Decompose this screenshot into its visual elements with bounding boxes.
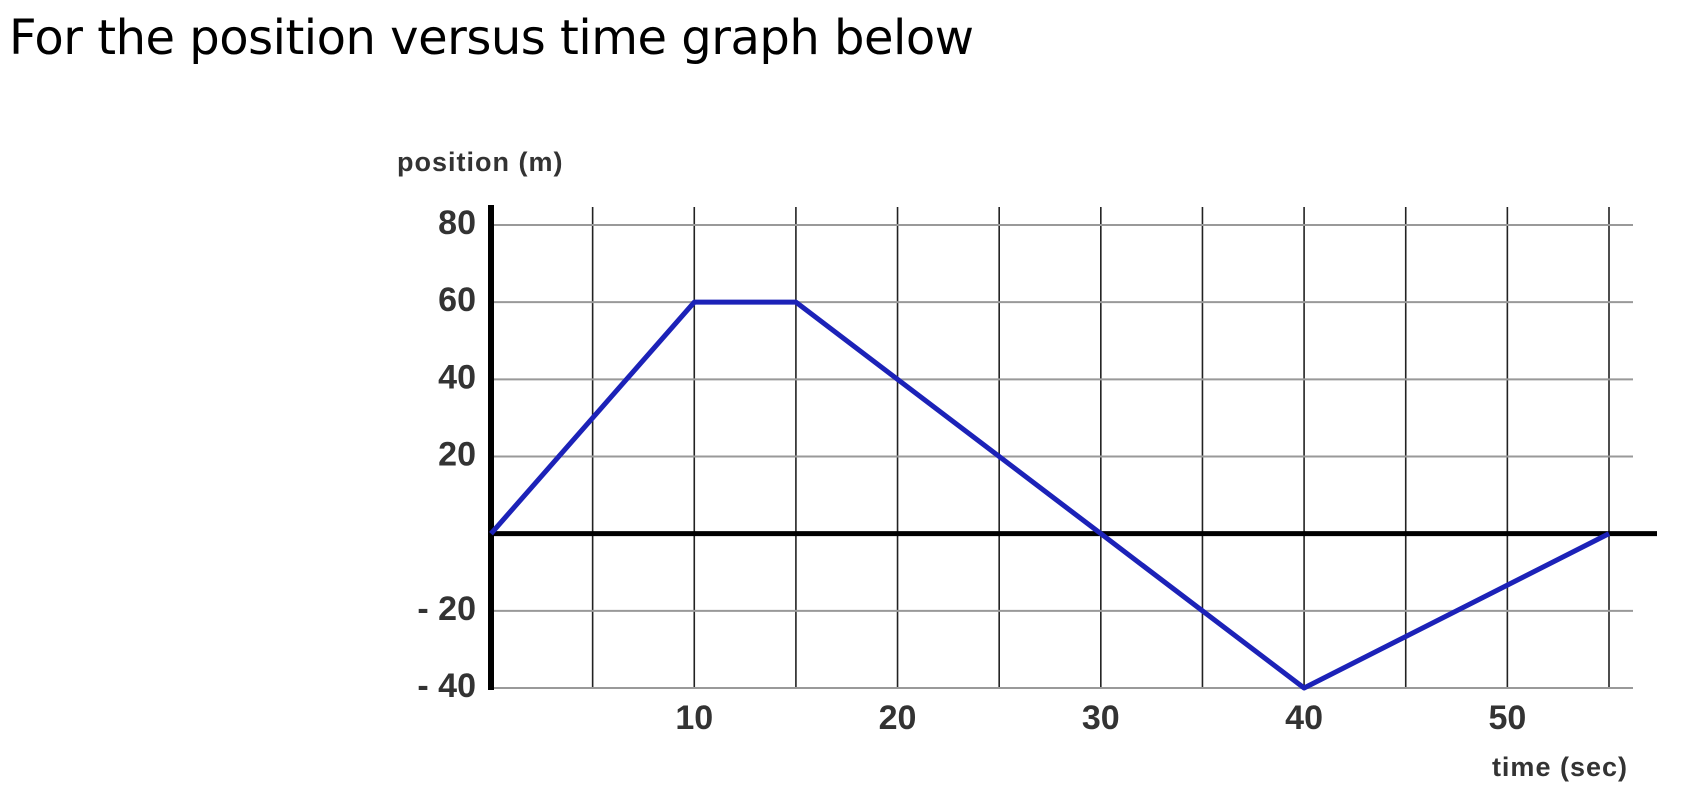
x-tick-label: 40 [1285,699,1323,737]
y-tick-label: 40 [438,358,476,396]
data-line [489,299,1611,691]
y-axis-title: position (m) [397,147,563,177]
x-tick-label: 20 [879,699,917,737]
y-tick-label: 60 [438,281,476,319]
y-tick-label: 80 [438,204,476,242]
x-tick-label: 50 [1488,699,1526,737]
y-tick-label: - 40 [417,667,476,705]
y-tick-label: 20 [438,435,476,473]
y-tick-label: - 20 [417,590,476,628]
x-tick-label: 10 [675,699,713,737]
heading: For the position versus time graph below [9,10,974,66]
x-tick-label: 30 [1082,699,1120,737]
x-axis-title: time (sec) [1492,752,1628,782]
